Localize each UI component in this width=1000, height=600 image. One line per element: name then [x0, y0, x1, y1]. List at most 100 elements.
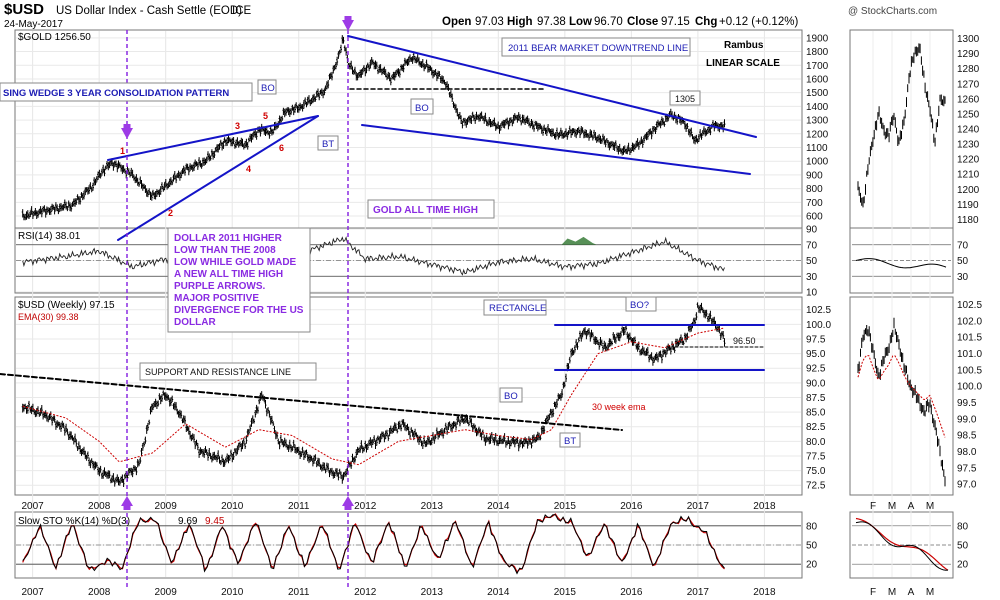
divergence-line-8: DOLLAR: [174, 317, 216, 328]
high-value: 97.38: [537, 16, 566, 28]
gold-tick-label: 600: [806, 212, 823, 223]
mini-gold-tick-label: 1230: [957, 140, 980, 151]
mini-gold-tick-label: 1300: [957, 34, 980, 45]
p1305-text: 1305: [675, 94, 695, 104]
gold-legend: $GOLD 1256.50: [18, 32, 91, 43]
rsi-tick-label: 10: [806, 288, 818, 299]
wave-4: 4: [246, 164, 251, 174]
bear-callout-text: 2011 BEAR MARKET DOWNTREND LINE: [508, 43, 688, 54]
mini-rsi-tick-label: 30: [957, 272, 969, 283]
gold-price-series-bars: [21, 35, 726, 221]
mini-gold-bars: [857, 43, 946, 208]
bear-downtrend-line: [347, 35, 757, 138]
year-label-usd: 2015: [554, 501, 577, 512]
bo4-box: [625, 296, 657, 312]
wave-1: 1: [120, 146, 125, 156]
divergence-line-3: LOW WHILE GOLD MADE: [174, 257, 297, 268]
year-label-usd: 2008: [88, 501, 111, 512]
mini-usd-ema-line: [857, 354, 946, 438]
mini-rsi-tick-label: 70: [957, 240, 969, 251]
support-callout-text: SUPPORT AND RESISTANCE LINE: [145, 367, 291, 377]
gold-tick-label: 1200: [806, 129, 829, 140]
panel-legends: $GOLD 1256.50 RSI(14) 38.01 $USD (Weekly…: [18, 32, 225, 527]
usd-tick-label: 92.5: [806, 364, 826, 375]
symbol: $USD: [4, 1, 44, 18]
mini-usd-tick-label: 101.0: [957, 349, 982, 360]
mini-sto-frame: [849, 511, 954, 579]
bt1-text: BT: [322, 139, 334, 150]
wave-3: 3: [235, 121, 240, 131]
mini-gold-tick-label: 1180: [957, 215, 979, 226]
bo3-text: BO: [504, 391, 518, 402]
open-value: 97.03: [475, 16, 504, 28]
chart-date: 24-May-2017: [4, 19, 63, 30]
sto-tick-label: 50: [806, 541, 818, 552]
mini-rsi-line: [855, 258, 947, 269]
year-label-usd: 2017: [687, 501, 710, 512]
mini-gold-tick-label: 1250: [957, 109, 980, 120]
year-label-usd: 2018: [753, 501, 776, 512]
gold-tick-label: 1700: [806, 61, 829, 72]
year-label-usd: 2009: [155, 501, 178, 512]
year-label-sto: 2007: [22, 587, 45, 598]
gold-tick-label: 900: [806, 170, 823, 181]
mini-usd-tick-label: 100.0: [957, 382, 982, 393]
rsi-legend: RSI(14) 38.01: [18, 231, 81, 242]
rsi-panel-frame: [14, 227, 803, 294]
gold-tick-label: 1800: [806, 47, 829, 58]
mini-gold-tick-label: 1190: [957, 200, 979, 211]
bo4-text: BO?: [630, 300, 649, 311]
bo1-text: BO: [261, 83, 275, 94]
annotations: SING WEDGE 3 YEAR CONSOLIDATION PATTERN …: [0, 37, 756, 448]
scale-label: LINEAR SCALE: [706, 58, 780, 69]
mini-gold-tick-label: 1200: [957, 185, 980, 196]
mini-month-label-bottom: M: [926, 587, 934, 598]
mini-gold-tick-label: 1240: [957, 125, 980, 136]
mini-usd-tick-label: 102.0: [957, 316, 982, 327]
sto-k-value: 9.69: [178, 516, 198, 527]
support-callout-box: [139, 362, 317, 381]
mini-sto-d-line: [855, 517, 949, 571]
usd-legend: $USD (Weekly) 97.15: [18, 300, 115, 311]
gold-price-series: [21, 35, 726, 221]
year-label-sto: 2016: [620, 587, 643, 598]
low-value: 96.70: [594, 16, 623, 28]
mini-month-label-bottom: M: [888, 587, 896, 598]
usd-tick-label: 90.0: [806, 378, 826, 389]
usd-price-series-bars: [21, 302, 726, 487]
divergence-line-2: LOW THAN THE 2008: [174, 245, 276, 256]
watermark: @ StockCharts.com: [848, 6, 937, 17]
bt2-box: [559, 432, 581, 448]
mini-sto-tick-label: 20: [957, 560, 969, 571]
wedge-lower-line: [117, 115, 319, 241]
usd-tick-label: 95.0: [806, 349, 826, 360]
close-label: Close: [627, 16, 658, 28]
mini-usd-tick-label: 98.0: [957, 447, 977, 458]
mini-sto-k-line: [855, 521, 949, 571]
gold-tick-label: 1900: [806, 33, 829, 44]
panel-frames: [14, 29, 954, 579]
year-label-usd: 2007: [22, 501, 45, 512]
sto-d-value: 9.45: [205, 516, 225, 527]
year-label-sto: 2015: [554, 587, 577, 598]
sto-panel-frame: [14, 511, 803, 579]
sto-tick-label: 20: [806, 560, 818, 571]
bt1-box: [317, 135, 339, 151]
gold-tick-label: 1300: [806, 116, 829, 127]
mini-gold-tick-label: 1290: [957, 49, 980, 60]
divergence-line-5: PURPLE ARROWS.: [174, 281, 266, 292]
usd-tick-label: 97.5: [806, 334, 826, 345]
gold-tick-label: 1500: [806, 88, 829, 99]
year-label-sto: 2008: [88, 587, 111, 598]
ema-note-text: 30 week ema: [592, 402, 646, 412]
usd-tick-label: 87.5: [806, 393, 826, 404]
usd-tick-label: 77.5: [806, 451, 826, 462]
mini-gold-tick-label: 1220: [957, 155, 980, 166]
mini-sto-tick-label: 80: [957, 521, 969, 532]
index-title: US Dollar Index - Cash Settle (EOD): [56, 5, 242, 17]
year-label-sto: 2014: [487, 587, 510, 598]
mini-month-label: F: [870, 501, 876, 512]
gold-ath-callout-text: GOLD ALL TIME HIGH: [373, 205, 478, 216]
level-9650-text: 96.50: [733, 336, 756, 346]
rectangle-callout-text: RECTANGLE: [489, 303, 546, 314]
